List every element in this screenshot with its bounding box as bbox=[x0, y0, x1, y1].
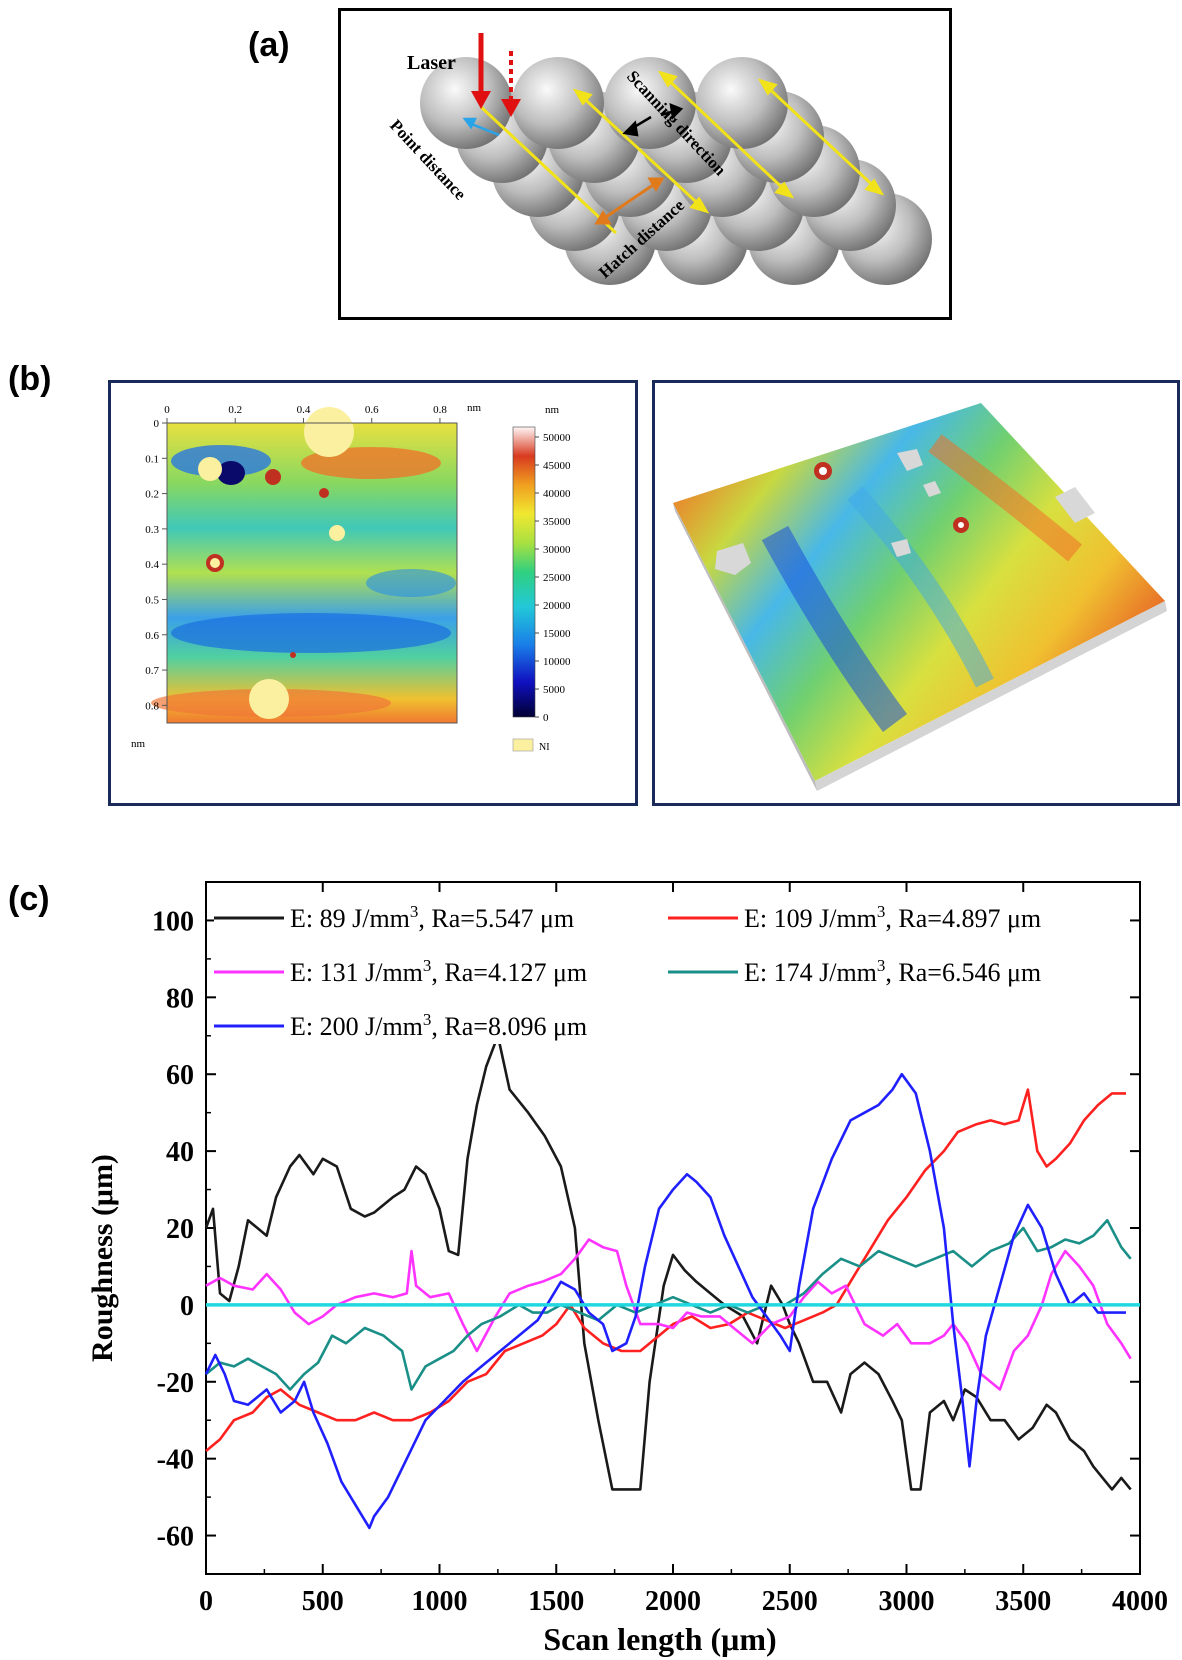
series-line bbox=[205, 1218, 1132, 1391]
hatch-distance-arrow bbox=[594, 177, 665, 225]
legend-bg bbox=[668, 900, 1118, 936]
panel-c-letter: (c) bbox=[8, 880, 50, 918]
laser-scan-diagram: Laser Scanning direction Point distance … bbox=[386, 33, 932, 285]
map-x-tick-label: 0 bbox=[164, 404, 170, 416]
legend-entry: E: 174 J/mm3, Ra=6.546 μm bbox=[744, 956, 1041, 987]
x-tick-label: 1500 bbox=[528, 1586, 584, 1617]
x-tick-label: 3500 bbox=[995, 1586, 1051, 1617]
legend-entry: E: 200 J/mm3, Ra=8.096 μm bbox=[290, 1010, 587, 1041]
ni-swatch bbox=[512, 738, 534, 752]
series-line bbox=[205, 1088, 1126, 1453]
map-x-tick-label: 0.4 bbox=[297, 404, 311, 416]
map-frame bbox=[166, 422, 458, 724]
series-line bbox=[204, 1072, 1126, 1530]
map-x-tick-labels: 0 0.2 0.4 0.6 0.8 bbox=[164, 404, 447, 416]
chart-x-axis-label: Scan length (μm) bbox=[543, 1621, 776, 1657]
legend-bg bbox=[668, 954, 1118, 990]
legend-bg bbox=[214, 1008, 664, 1044]
height-map-3d bbox=[673, 403, 1167, 791]
colorbar-tick-label: 10000 bbox=[543, 656, 571, 668]
height-map-2d: 0 0.2 0.4 0.6 0.8 00.10.20.30.40.50.60.70.8 … bbox=[131, 402, 571, 753]
colorbar bbox=[512, 426, 536, 718]
scanning-direction-arrows bbox=[622, 103, 684, 137]
map-y-tick-label: 0.4 bbox=[145, 559, 159, 571]
x-tick-label: 500 bbox=[302, 1586, 344, 1617]
legend-bg bbox=[214, 900, 664, 936]
series-line bbox=[205, 1238, 1132, 1391]
colorbar-tick-labels: 5000045000400003500030000250002000015000… bbox=[535, 432, 571, 724]
x-tick-label: 3000 bbox=[879, 1586, 935, 1617]
powder-sphere bbox=[512, 57, 604, 149]
map-y-tick-label: 0.6 bbox=[145, 630, 159, 642]
x-tick-label: 0 bbox=[199, 1586, 213, 1617]
chart-tick-labels: 0 500 1000 1500 2000 2500 3000 3500 4000-60-40-2… bbox=[152, 906, 1168, 1617]
panel-b-right-frame bbox=[652, 380, 1180, 806]
powder-spheres bbox=[420, 57, 932, 285]
x-tick-label: 2500 bbox=[762, 1586, 818, 1617]
map-axes bbox=[162, 418, 458, 724]
colorbar-tick-label: 0 bbox=[543, 712, 549, 724]
laser-label: Laser bbox=[407, 52, 456, 74]
legend-bg bbox=[214, 954, 664, 990]
colorbar-tick-label: 25000 bbox=[543, 572, 571, 584]
powder-sphere bbox=[420, 57, 512, 149]
panel-b-letter: (b) bbox=[8, 360, 52, 398]
ni-label: NI bbox=[539, 742, 550, 753]
map-x-tick-label: 0.2 bbox=[228, 404, 242, 416]
colorbar-tick-label: 5000 bbox=[543, 684, 566, 696]
map-y-tick-label: 0.3 bbox=[145, 524, 159, 536]
chart-series-lines bbox=[204, 1034, 1140, 1530]
x-tick-label: 1000 bbox=[412, 1586, 468, 1617]
map-y-tick-label: 0.5 bbox=[145, 594, 159, 606]
map-y-unit: nm bbox=[131, 738, 146, 750]
powder-sphere bbox=[696, 57, 788, 149]
map-y-tick-labels: 0 0.1 0.2 0.3 0.4 0.5 0.6 0.7 0.8 bbox=[145, 418, 159, 712]
colorbar-tick-label: 40000 bbox=[543, 488, 571, 500]
colorbar-unit: nm bbox=[545, 404, 560, 416]
x-tick-label: 4000 bbox=[1112, 1586, 1168, 1617]
panel-b-left-frame: 0 0.2 0.4 0.6 0.8 0 0.1 0.2 0.3 0.4 0.5 0.6 0.7 0.8 … bbox=[108, 380, 638, 806]
y-tick-label: -20 bbox=[157, 1368, 194, 1399]
map-y-tick-label: 0 bbox=[154, 418, 160, 430]
point-distance-marker bbox=[462, 117, 500, 137]
y-tick-label: -60 bbox=[157, 1522, 194, 1553]
map-x-tick-label: 0.8 bbox=[433, 404, 447, 416]
map-y-tick-label: 0.8 bbox=[145, 700, 159, 712]
panel-a-letter: (a) bbox=[248, 26, 290, 64]
legend-entry: E: 131 J/mm3, Ra=4.127 μm bbox=[290, 956, 587, 987]
y-tick-label: -40 bbox=[157, 1445, 194, 1476]
map-x-tick-label: 0.6 bbox=[365, 404, 379, 416]
y-tick-label: 0 bbox=[180, 1291, 194, 1322]
legend-entry: E: 109 J/mm3, Ra=4.897 μm bbox=[744, 902, 1041, 933]
colorbar-tick-label: 50000 bbox=[543, 432, 571, 444]
x-tick-label: 2000 bbox=[645, 1586, 701, 1617]
colorbar-tick-label: 15000 bbox=[543, 628, 571, 640]
chart-y-axis-label: Roughness (μm) bbox=[86, 1154, 119, 1362]
colorbar-tick-label: 45000 bbox=[543, 460, 571, 472]
y-tick-label: 60 bbox=[166, 1060, 194, 1091]
panel-a-frame: Laser Scanning direction Point distance … bbox=[338, 8, 952, 320]
chart-legend: E: 89 J/mm3, Ra=5.547 μm E: 109 J/mm3, Ra… bbox=[214, 900, 1118, 1044]
laser-arrows bbox=[471, 33, 521, 117]
colorbar-tick-label: 30000 bbox=[543, 544, 571, 556]
y-tick-label: 20 bbox=[166, 1214, 194, 1245]
colorbar-tick-label: 20000 bbox=[543, 600, 571, 612]
y-tick-label: 100 bbox=[152, 906, 194, 937]
legend-entry: E: 89 J/mm3, Ra=5.547 μm bbox=[290, 902, 574, 933]
roughness-line-chart: 0 500 1000 1500 2000 2500 3000 3500 4000-60-40-2… bbox=[86, 881, 1168, 1657]
map-y-tick-label: 0.2 bbox=[145, 489, 159, 501]
y-tick-label: 80 bbox=[166, 983, 194, 1014]
series-line bbox=[204, 1034, 1132, 1491]
scan-tracks bbox=[479, 70, 885, 235]
map-y-tick-label: 0.1 bbox=[145, 453, 159, 465]
y-tick-label: 40 bbox=[166, 1137, 194, 1168]
map-x-unit: nm bbox=[467, 402, 482, 414]
map-y-tick-label: 0.7 bbox=[145, 665, 159, 677]
colorbar-tick-label: 35000 bbox=[543, 516, 571, 528]
